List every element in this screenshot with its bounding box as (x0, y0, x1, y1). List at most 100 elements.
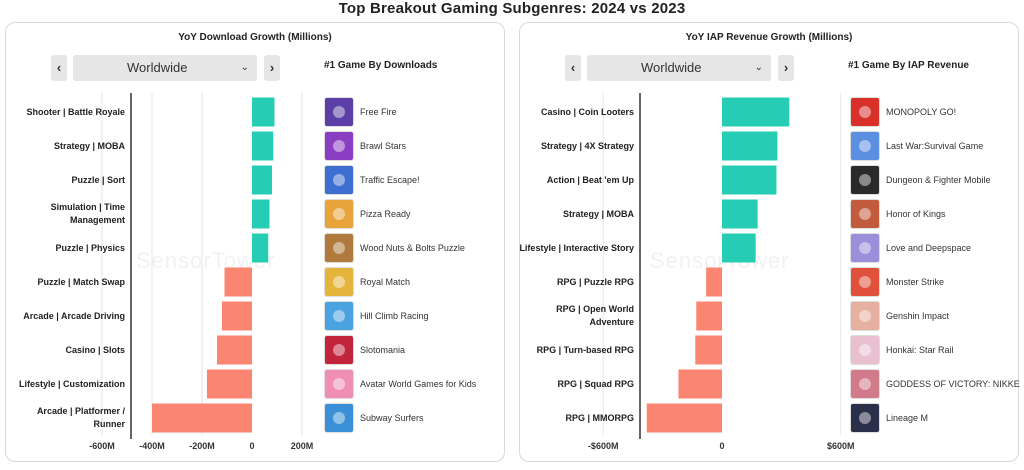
top-game-item[interactable]: Avatar World Games for Kids (324, 369, 494, 399)
x-tick-label: 0 (719, 441, 724, 451)
category-label: Puzzle | Physics (55, 242, 125, 253)
category-label: RPG | Open World Adventure (556, 304, 634, 327)
game-icon (324, 233, 354, 263)
category-label: RPG | Puzzle RPG (556, 276, 634, 287)
bar[interactable] (722, 97, 790, 127)
x-tick-label: $600M (827, 441, 855, 451)
top-game-item[interactable]: Love and Deepspace (850, 233, 1020, 263)
game-icon (850, 165, 880, 195)
bar[interactable] (252, 131, 274, 161)
bar[interactable] (252, 165, 272, 195)
bar[interactable] (224, 267, 253, 297)
top-game-item[interactable]: Dungeon & Fighter Mobile (850, 165, 1020, 195)
top-game-item[interactable]: Subway Surfers (324, 403, 494, 433)
game-icon (850, 199, 880, 229)
game-name: MONOPOLY GO! (886, 106, 957, 117)
x-tick-label: 200M (291, 441, 314, 451)
game-name: Love and Deepspace (886, 242, 972, 253)
top-game-item[interactable]: Lineage M (850, 403, 1020, 433)
bar[interactable] (722, 165, 777, 195)
region-select[interactable]: Worldwide ⌄ (587, 55, 771, 81)
game-icon (850, 369, 880, 399)
game-name: Lineage M (886, 412, 929, 423)
game-icon (850, 335, 880, 365)
next-region-button[interactable]: › (778, 55, 794, 81)
bar[interactable] (217, 335, 252, 365)
top-game-item[interactable]: Traffic Escape! (324, 165, 494, 195)
top-game-item[interactable]: Genshin Impact (850, 301, 1020, 331)
download-growth-panel: YoY Download Growth (Millions) ‹ Worldwi… (5, 22, 505, 462)
category-label: RPG | Squad RPG (557, 378, 634, 389)
region-select-value: Worldwide (641, 60, 702, 75)
game-name: Subway Surfers (360, 412, 424, 423)
x-tick-label: -$600M (588, 441, 619, 451)
top-game-item[interactable]: Monster Strike (850, 267, 1020, 297)
top-game-item[interactable]: Free Fire (324, 97, 494, 127)
game-name: Brawl Stars (360, 140, 407, 151)
category-label: Lifestyle | Customization (18, 378, 125, 389)
bar[interactable] (706, 267, 722, 297)
region-select[interactable]: Worldwide ⌄ (73, 55, 257, 81)
game-icon (850, 267, 880, 297)
game-name: Wood Nuts & Bolts Puzzle (360, 242, 465, 253)
bar[interactable] (722, 199, 758, 229)
top-game-item[interactable]: Slotomania (324, 335, 494, 365)
game-name: Dungeon & Fighter Mobile (886, 174, 991, 185)
game-name: GODDESS OF VICTORY: NIKKE (886, 378, 1020, 389)
category-label: Simulation | Time Management (50, 202, 125, 225)
top-game-item[interactable]: Honor of Kings (850, 199, 1020, 229)
game-icon (324, 369, 354, 399)
game-name: Last War:Survival Game (886, 140, 984, 151)
panel-title: YoY Download Growth (Millions) (178, 32, 332, 43)
category-label: Strategy | MOBA (562, 208, 634, 219)
category-label: Puzzle | Match Swap (37, 276, 125, 287)
bar[interactable] (646, 403, 722, 433)
prev-region-button[interactable]: ‹ (565, 55, 581, 81)
top-game-item[interactable]: Wood Nuts & Bolts Puzzle (324, 233, 494, 263)
revenue-growth-panel: YoY IAP Revenue Growth (Millions) ‹ Worl… (519, 22, 1020, 462)
game-icon (850, 97, 880, 127)
game-icon (324, 165, 354, 195)
game-name: Hill Climb Racing (360, 310, 429, 321)
top-game-item[interactable]: Last War:Survival Game (850, 131, 1020, 161)
bar[interactable] (222, 301, 252, 331)
bar[interactable] (252, 97, 275, 127)
bar[interactable] (722, 131, 778, 161)
prev-region-button[interactable]: ‹ (51, 55, 67, 81)
page-title: Top Breakout Gaming Subgenres: 2024 vs 2… (338, 0, 686, 17)
bar[interactable] (252, 199, 270, 229)
category-label: Action | Beat 'em Up (546, 174, 634, 185)
bar[interactable] (207, 369, 252, 399)
top-game-item[interactable]: GODDESS OF VICTORY: NIKKE (850, 369, 1020, 399)
bar[interactable] (678, 369, 722, 399)
game-icon (324, 97, 354, 127)
top-game-item[interactable]: MONOPOLY GO! (850, 97, 1020, 127)
top-game-item[interactable]: Royal Match (324, 267, 494, 297)
category-label: Strategy | 4X Strategy (540, 140, 634, 151)
next-region-button[interactable]: › (264, 55, 280, 81)
top-game-header: #1 Game By IAP Revenue (848, 60, 969, 71)
x-tick-label: -600M (89, 441, 115, 451)
bar[interactable] (252, 233, 269, 263)
category-label: Lifestyle | Interactive Story (519, 242, 634, 253)
game-name: Traffic Escape! (360, 174, 420, 185)
category-label: RPG | MMORPG (565, 412, 634, 423)
top-game-item[interactable]: Hill Climb Racing (324, 301, 494, 331)
game-icon (850, 301, 880, 331)
top-game-item[interactable]: Pizza Ready (324, 199, 494, 229)
category-label: Strategy | MOBA (53, 140, 125, 151)
x-tick-label: -200M (189, 441, 215, 451)
game-icon (850, 403, 880, 433)
bar[interactable] (722, 233, 756, 263)
bar[interactable] (696, 301, 722, 331)
top-game-item[interactable]: Honkai: Star Rail (850, 335, 1020, 365)
bar[interactable] (695, 335, 722, 365)
bar[interactable] (152, 403, 252, 433)
panel-title: YoY IAP Revenue Growth (Millions) (685, 32, 853, 43)
game-name: Royal Match (360, 276, 411, 287)
game-icon (324, 335, 354, 365)
category-label: Arcade | Platformer / Runner (36, 406, 125, 429)
top-game-item[interactable]: Brawl Stars (324, 131, 494, 161)
game-icon (850, 233, 880, 263)
game-name: Honor of Kings (886, 208, 946, 219)
